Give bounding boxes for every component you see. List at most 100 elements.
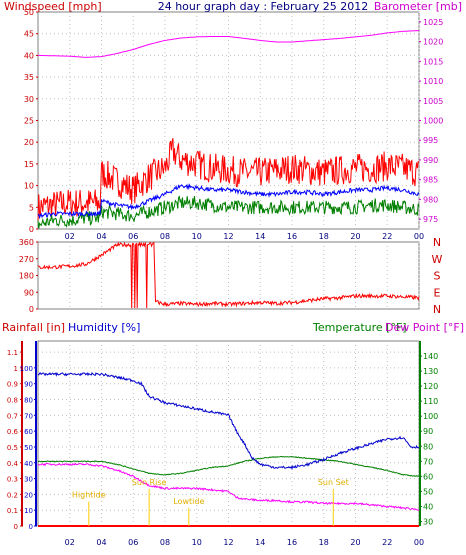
x-tick-label: 10 bbox=[192, 232, 202, 241]
x-tick-label: 18 bbox=[319, 232, 329, 241]
windspeed-tick-label: 5 bbox=[29, 203, 34, 212]
x-tick-label: 20 bbox=[350, 232, 360, 241]
temperature-tick-label: 50 bbox=[423, 487, 433, 496]
rainfall-tick-label: 0.6 bbox=[7, 428, 19, 436]
barometer-tick-label: 1020 bbox=[423, 38, 443, 47]
windspeed-tick-label: 35 bbox=[24, 73, 34, 82]
windspeed-tick-label: 0 bbox=[29, 225, 34, 234]
windspeed-tick-label: 45 bbox=[24, 30, 34, 39]
temperature-tick-label: 60 bbox=[423, 472, 433, 481]
humidity-tick-label: 30 bbox=[24, 476, 33, 484]
humidity-tick-label: 100 bbox=[20, 365, 33, 373]
barometer-tick-label: 1000 bbox=[423, 117, 443, 126]
humidity-tick-label: 50 bbox=[24, 444, 33, 452]
dewpoint-line bbox=[37, 462, 420, 511]
barometer-tick-label: 1025 bbox=[423, 18, 443, 27]
windspeed-tick-label: 10 bbox=[24, 182, 34, 191]
humidity-line bbox=[37, 371, 420, 471]
temperature-tick-label: 90 bbox=[423, 427, 433, 436]
compass-label: W bbox=[432, 253, 443, 266]
x-tick-label: 14 bbox=[255, 232, 265, 241]
x-tick-label: 12 bbox=[223, 232, 233, 241]
x-tick-label: 00 bbox=[414, 232, 424, 241]
x-tick-label: 08 bbox=[160, 232, 170, 241]
compass-label: N bbox=[433, 236, 441, 249]
rainfall-tick-label: 1.1 bbox=[7, 349, 18, 357]
wind-gust-line bbox=[37, 138, 420, 223]
windspeed-tick-label: 30 bbox=[24, 95, 34, 104]
x-tick-label: 00 bbox=[414, 538, 424, 547]
event-label: Sun Rise bbox=[132, 478, 167, 487]
x-tick-label: 02 bbox=[65, 232, 75, 241]
humidity-tick-label: 40 bbox=[24, 460, 33, 468]
temperature-tick-label: 100 bbox=[423, 412, 438, 421]
temperature-tick-label: 40 bbox=[423, 502, 433, 511]
rainfall-tick-label: 0.8 bbox=[7, 397, 18, 405]
barometer-tick-label: 1005 bbox=[423, 97, 443, 106]
direction-panel-frame bbox=[37, 241, 420, 310]
x-tick-label: 18 bbox=[319, 538, 329, 547]
temperature-tick-label: 120 bbox=[423, 382, 438, 391]
humidity-tick-label: 80 bbox=[24, 397, 33, 405]
barometer-tick-label: 990 bbox=[423, 156, 438, 165]
wind-average-line bbox=[37, 183, 420, 220]
temperature-tick-label: 110 bbox=[423, 397, 438, 406]
rainfall-tick-label: 0.3 bbox=[7, 476, 18, 484]
x-tick-label: 04 bbox=[96, 232, 106, 241]
windspeed-tick-label: 15 bbox=[24, 160, 34, 169]
barometer-tick-label: 1010 bbox=[423, 77, 443, 86]
humidity-tick-label: 10 bbox=[24, 507, 33, 515]
x-tick-label: 10 bbox=[192, 538, 202, 547]
barometer-tick-label: 1015 bbox=[423, 57, 443, 66]
humidity-tick-label: 60 bbox=[24, 428, 33, 436]
rainfall-tick-label: 0.2 bbox=[7, 491, 18, 499]
windspeed-axis-title: Windspeed [mph] bbox=[4, 0, 102, 13]
windspeed-tick-label: 40 bbox=[24, 51, 34, 60]
rainfall-tick-label: 0.5 bbox=[7, 444, 18, 452]
x-tick-label: 16 bbox=[287, 232, 297, 241]
compass-label: E bbox=[434, 286, 441, 299]
barometer-tick-label: 975 bbox=[423, 215, 438, 224]
temperature-tick-label: 30 bbox=[423, 517, 433, 526]
humidity-tick-label: 20 bbox=[24, 491, 33, 499]
humidity-tick-label: 0 bbox=[29, 523, 33, 531]
barometer-tick-label: 985 bbox=[423, 176, 438, 185]
barometer-tick-label: 980 bbox=[423, 195, 438, 204]
rainfall-tick-label: 0 bbox=[14, 523, 18, 531]
x-tick-label: 22 bbox=[382, 232, 392, 241]
dewpoint-axis-title: Dew Point [°F] bbox=[385, 321, 464, 334]
direction-tick-label: 180 bbox=[19, 272, 34, 281]
temperature-tick-label: 130 bbox=[423, 367, 438, 376]
chart-title: 24 hour graph day : February 25 2012 bbox=[158, 0, 369, 13]
event-label: Hightide bbox=[72, 491, 106, 500]
direction-tick-label: 270 bbox=[19, 255, 34, 264]
event-label: Lowtide bbox=[173, 497, 204, 506]
event-label: Sun Set bbox=[318, 478, 349, 487]
windspeed-tick-label: 20 bbox=[24, 138, 34, 147]
x-tick-label: 16 bbox=[287, 538, 297, 547]
barometer-axis-title: Barometer [mb] bbox=[374, 0, 462, 13]
x-tick-label: 04 bbox=[96, 538, 106, 547]
humidity-axis-title: Humidity [%] bbox=[68, 321, 140, 334]
humidity-tick-label: 70 bbox=[24, 412, 33, 420]
x-tick-label: 06 bbox=[128, 538, 138, 547]
x-tick-label: 06 bbox=[128, 232, 138, 241]
x-tick-label: 08 bbox=[160, 538, 170, 547]
barometer-tick-label: 995 bbox=[423, 136, 438, 145]
barometer-line bbox=[38, 30, 420, 58]
rainfall-tick-label: 0.9 bbox=[7, 381, 18, 389]
temperature-tick-label: 80 bbox=[423, 442, 433, 451]
wind-direction-line bbox=[37, 241, 420, 309]
direction-tick-label: 360 bbox=[19, 238, 34, 247]
rainfall-tick-label: 0.1 bbox=[7, 507, 18, 515]
x-tick-label: 20 bbox=[350, 538, 360, 547]
humidity-tick-label: 90 bbox=[24, 381, 33, 389]
x-tick-label: 12 bbox=[223, 538, 233, 547]
rainfall-tick-label: 1 bbox=[14, 365, 18, 373]
compass-label: S bbox=[434, 270, 441, 283]
rainfall-tick-label: 0.7 bbox=[7, 412, 18, 420]
x-tick-label: 14 bbox=[255, 538, 265, 547]
temperature-tick-label: 70 bbox=[423, 457, 433, 466]
compass-label: N bbox=[433, 303, 441, 316]
